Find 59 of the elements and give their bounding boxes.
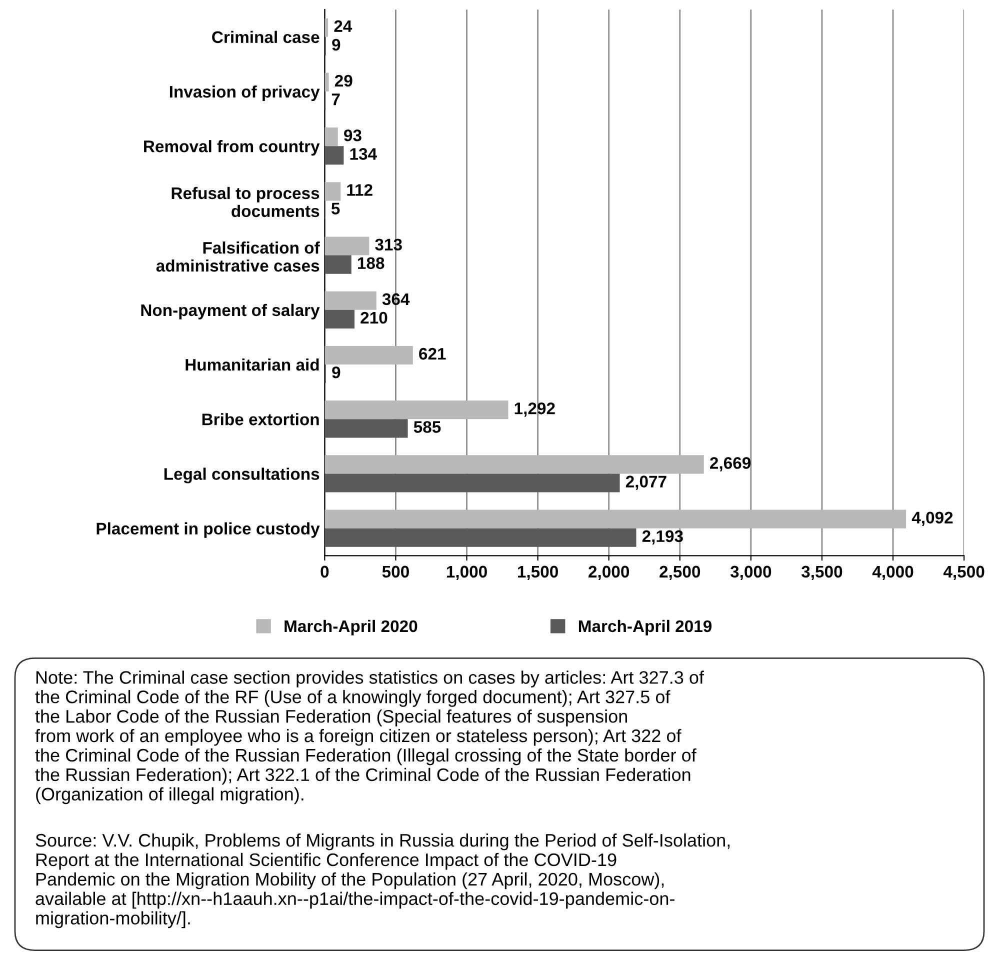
data-label: 4,092 [912,512,953,526]
legend-label: March-April 2019 [578,620,712,636]
y-tick-label: Falsification of administrative cases [156,242,320,272]
data-label: 188 [358,257,384,270]
data-label: 93 [344,129,362,142]
x-tick-label: 2,500 [660,566,700,580]
y-tick-label: Humanitarian aid [186,358,319,371]
data-label: 112 [347,184,372,196]
bar [324,528,636,547]
bar [324,72,329,92]
data-label: 5 [331,202,340,214]
bar [324,310,355,328]
data-label: 313 [375,238,402,251]
x-tick-label: 1,500 [518,566,558,580]
data-label: 2,669 [710,457,751,472]
bar [324,291,376,310]
x-tick-label: 3,000 [730,566,772,580]
data-label: 134 [350,148,377,160]
x-tick-label: 500 [382,566,409,578]
bar [324,146,344,165]
text: Note: The Criminal case section provides statistics on cases by articles: Art 327.3 of the Criminal Code of the RF (Use of a knowingly forged document); Art 327.5 of the Labor Code of the Russian Federation (Special features of suspension from work of an employee who is a foreign citizen or stateless person); Art 322 of the Criminal Code of the Russian Federation (Illegal crossing of the State border of the Russian Federation); Art 322.1 of the Criminal Code of the Russian Federation (Organization of illegal migration). [35,670,704,804]
y-tick-label: Placement in police custody [96,522,320,538]
x-tick-label: 0 [320,566,329,578]
data-label: 7 [332,94,340,106]
x-tick-label: 1,000 [446,566,487,580]
data-label: 9 [332,366,340,378]
y-tick-label: Invasion of privacy [170,85,320,101]
bar [324,236,370,256]
bar [324,182,341,201]
data-label: 364 [382,293,410,306]
data-label: 2,193 [642,530,683,545]
y-tick-label: Refusal to process documents [172,186,320,218]
data-label: 210 [360,312,388,324]
y-tick-label: Removal from country [144,140,320,156]
bar [324,346,413,365]
data-label: 29 [334,74,352,87]
bar [324,419,408,438]
bar [324,510,906,528]
bar [324,128,338,146]
x-tick-label: 4,000 [872,566,914,580]
x-tick-label: 4,500 [943,566,984,580]
data-label: 24 [334,20,352,32]
data-label: 585 [414,421,441,433]
x-tick-label: 2,000 [588,566,630,580]
source-note: Source: V.V. Chupik, Problems of Migrants in Russia during the Period of Self-Isolation, Report at the International Scientific Conference Impact of the COVID-19 Pandemic on the Migration Mobility of the Population (27 April, 2020, Moscow), available at [http://xn--h1aauh.xn--p1ai/the-impact-of-the-covid-19-pandemic-on- migration-mobility/]. [36,833,730,928]
legend-label: March-April 2020 [284,620,418,636]
bar [324,400,508,420]
data-label: 621 [419,348,446,360]
y-tick-label: Legal consultations [164,468,320,484]
y-tick-label: Criminal case [212,30,320,44]
data-label: 2,077 [626,476,666,490]
bar [324,474,620,492]
y-tick-label: Bribe extortion [202,413,319,426]
y-tick-label: Non-payment of salary [141,304,320,320]
data-label: 1,292 [514,402,555,417]
bar [324,455,704,474]
bar [324,255,352,274]
data-label: 9 [332,38,340,51]
x-tick-label: 3,500 [801,566,842,580]
